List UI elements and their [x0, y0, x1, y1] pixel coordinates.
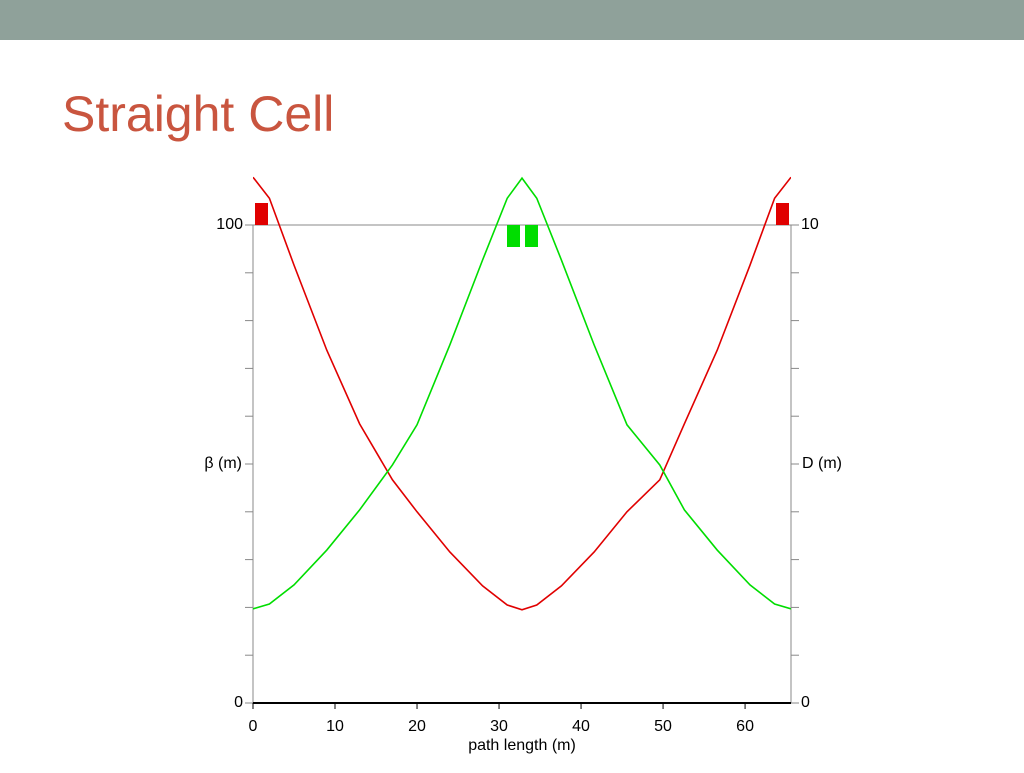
magnet [776, 203, 789, 225]
y-tick-label: 100 [216, 216, 243, 233]
magnet [507, 225, 520, 247]
x-tick-label: 10 [326, 718, 344, 735]
magnet [255, 203, 268, 225]
y2-axis-label: D (m) [802, 455, 842, 472]
data-line [253, 176, 791, 610]
y-axis-label: β (m) [204, 455, 242, 472]
x-axis-label: path length (m) [468, 737, 576, 754]
x-tick-label: 60 [736, 718, 754, 735]
x-tick-label: 40 [572, 718, 590, 735]
x-tick-label: 0 [249, 718, 258, 735]
slide-title: Straight Cell [62, 86, 334, 142]
x-tick-label: 50 [654, 718, 672, 735]
top-bar [0, 0, 1024, 40]
data-line [253, 176, 791, 611]
y-tick-label: 0 [234, 694, 243, 711]
x-tick-label: 30 [490, 718, 508, 735]
x-tick-label: 20 [408, 718, 426, 735]
y2-tick-label: 10 [801, 216, 819, 233]
magnet [525, 225, 538, 247]
y2-tick-label: 0 [801, 694, 810, 711]
